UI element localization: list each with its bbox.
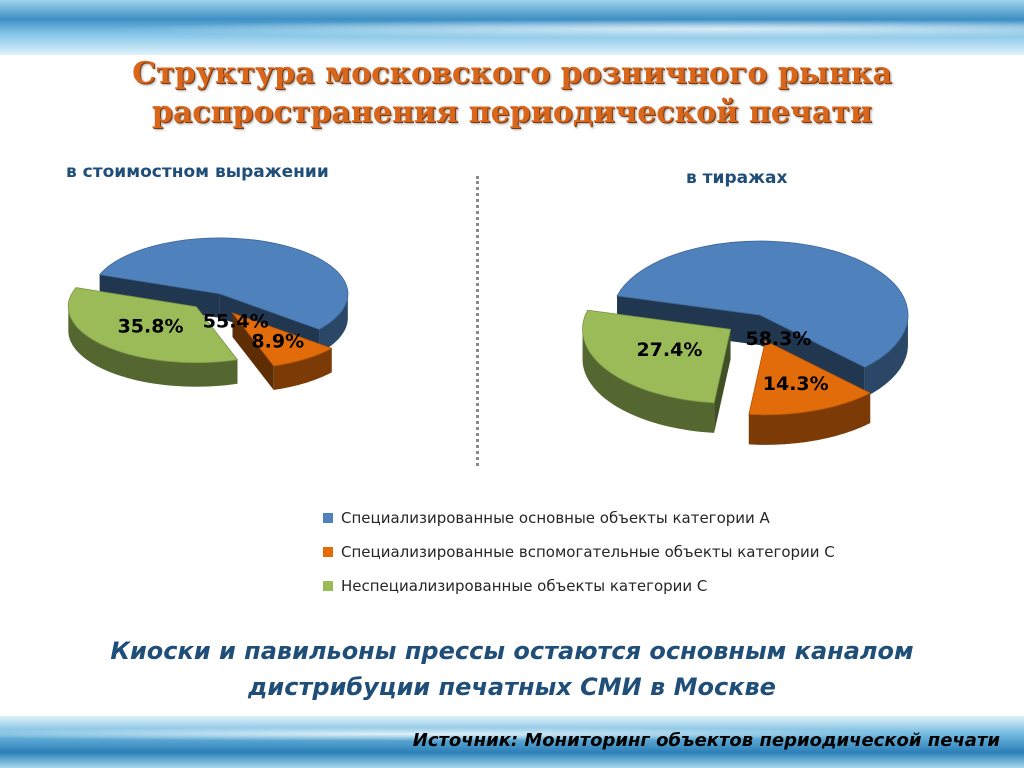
right-chart-subtitle: в тиражах: [686, 168, 788, 188]
conclusion-line-2: дистрибуции печатных СМИ в Москве: [248, 673, 776, 701]
conclusion-text: Киоски и павильоны прессы остаются основ…: [0, 633, 1024, 705]
pie-slice-category-c-aux: [231, 312, 333, 367]
data-label-category-a: 58.3%: [745, 328, 811, 350]
legend-label: Специализированные основные объекты кате…: [341, 509, 770, 527]
left-chart-subtitle: в стоимостном выражении: [66, 162, 329, 182]
data-label-category-c-nonspec: 27.4%: [636, 339, 702, 361]
data-label-category-c-aux: 8.9%: [251, 330, 304, 352]
conclusion-line-1: Киоски и павильоны прессы остаются основ…: [110, 637, 914, 665]
bottom-banner: [0, 716, 1024, 768]
pie-slice-edge-category-c-aux: [273, 348, 332, 390]
pie-slice-category-c-aux: [748, 340, 872, 416]
pie-slice-category-a: [616, 240, 909, 368]
title-line-1: Структура московского розничного рынка: [132, 56, 892, 91]
pie-slice-edge-category-a: [319, 295, 348, 354]
legend-swatch-green: [323, 581, 333, 591]
pie-chart-value: 55.4%8.9% 35.8%: [67, 237, 349, 390]
pie-chart-circulation: 58.3% 14.3% 27.4%: [582, 240, 909, 445]
top-banner: [0, 0, 1024, 55]
pie-slice-edge-category-a: [864, 316, 908, 398]
pie-slice-side-category-c-aux: [232, 312, 274, 390]
legend-swatch-orange: [323, 547, 333, 557]
data-label-category-c-nonspec: 35.8%: [118, 315, 184, 337]
source-note: Источник: Мониторинг объектов периодичес…: [412, 730, 1000, 751]
pie-slice-edge-category-c-aux: [748, 393, 871, 445]
title-line-2: распространения периодической печати: [151, 95, 873, 130]
legend-label: Неспециализированные объекты категории С: [341, 577, 708, 595]
pie-slice-category-a: [98, 237, 349, 330]
pie-slice-category-c-nonspec: [67, 287, 239, 364]
chart-divider: [476, 176, 479, 466]
legend-swatch-blue: [323, 513, 333, 523]
legend-item-category-a: Специализированные основные объекты кате…: [323, 501, 1013, 535]
legend-item-category-c-aux: Специализированные вспомогательные объек…: [323, 535, 1013, 569]
data-label-category-a: 55.4%: [203, 311, 269, 333]
slide-title: Структура московского розничного рынка р…: [0, 54, 1024, 132]
legend: Специализированные основные объекты кате…: [323, 501, 1013, 603]
pie-slice-edge-category-c-nonspec: [68, 308, 238, 387]
pie-slice-category-c-nonspec: [582, 309, 732, 404]
data-label-category-c-aux: 14.3%: [763, 373, 829, 395]
pie-slice-edge-category-c-nonspec: [582, 328, 715, 433]
legend-item-category-c-nonspec: Неспециализированные объекты категории С: [323, 569, 1013, 603]
legend-label: Специализированные вспомогательные объек…: [341, 543, 835, 561]
pie-slice-side-category-a: [759, 315, 865, 398]
